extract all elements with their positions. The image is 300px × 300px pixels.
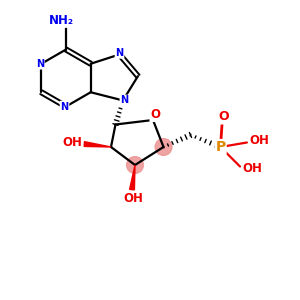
Polygon shape — [130, 165, 135, 190]
Text: O: O — [150, 108, 161, 121]
Text: OH: OH — [63, 136, 82, 149]
Text: N: N — [120, 95, 128, 105]
Text: OH: OH — [243, 161, 262, 175]
Text: N: N — [116, 48, 124, 58]
Text: P: P — [215, 140, 226, 154]
Text: OH: OH — [124, 192, 143, 205]
Text: N: N — [60, 101, 69, 112]
Polygon shape — [84, 142, 111, 147]
Circle shape — [127, 157, 143, 173]
Circle shape — [155, 139, 172, 155]
Text: OH: OH — [250, 134, 269, 147]
Text: O: O — [218, 110, 229, 124]
Text: NH₂: NH₂ — [49, 14, 74, 27]
Text: N: N — [36, 59, 44, 69]
